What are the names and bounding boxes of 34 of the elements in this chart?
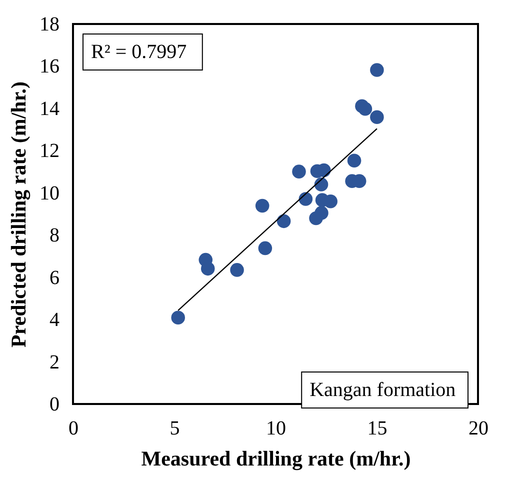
point [298,192,313,206]
y-tick-label: 4 [50,309,60,332]
x-axis-title: Measured drilling rate (m/hr.) [141,446,411,470]
point [370,110,384,124]
point [255,198,270,213]
point [358,102,372,116]
point [324,194,338,208]
point [314,178,328,192]
x-tick-label: 5 [170,418,180,440]
point [292,164,306,178]
annotation: R² = 0.7997 [91,41,187,63]
y-tick-label: 8 [50,224,60,247]
y-axis-title: Predicted drilling rate (m/hr.) [6,82,30,348]
y-tick-label: 14 [40,98,60,120]
point [171,310,185,325]
point [258,241,272,256]
point [309,211,323,226]
y-tick-label: 12 [40,140,60,162]
y-tick-label: 0 [50,394,60,416]
y-tick-label: 18 [40,14,60,36]
y-tick-label: 10 [40,182,60,204]
x-tick-label: 0 [68,418,78,440]
y-tick-label: 2 [50,351,60,374]
point [276,214,291,228]
point [230,263,244,277]
point [200,262,215,276]
point [370,63,384,77]
y-tick-label: 6 [50,266,60,289]
x-tick-label: 10 [266,418,286,440]
annotation: Kangan formation [310,379,456,401]
x-tick-label: 20 [468,418,488,440]
point [347,154,362,168]
y-tick-label: 16 [40,56,60,78]
x-tick-label: 15 [367,418,388,440]
